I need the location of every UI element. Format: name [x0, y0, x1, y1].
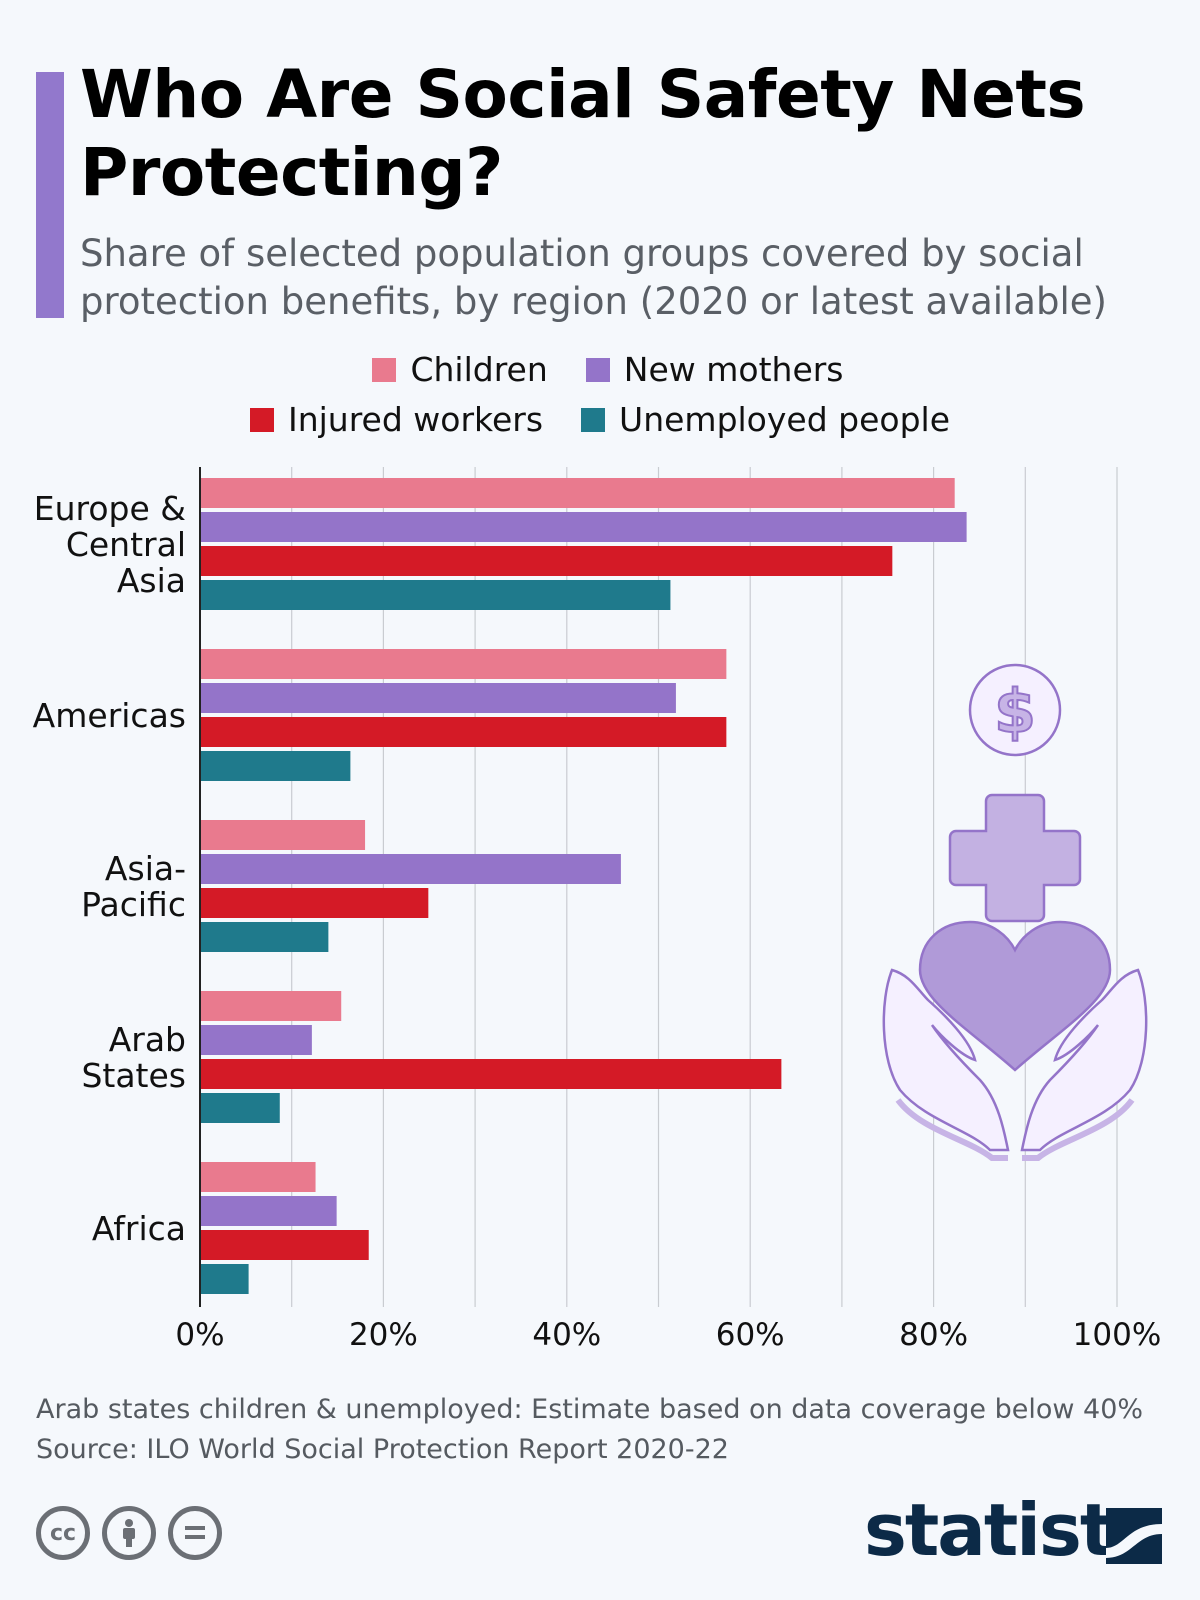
bar	[200, 512, 967, 542]
legend-label-unemployed: Unemployed people	[619, 400, 950, 439]
bar	[200, 1025, 312, 1055]
category-label: Africa	[92, 1209, 186, 1248]
legend-row-2: Injured workers Unemployed people	[0, 400, 1200, 439]
bar	[200, 717, 727, 747]
legend-label-new-mothers: New mothers	[623, 350, 844, 389]
decorative-icons: $	[882, 663, 1148, 1161]
legend-row-1: Children New mothers	[8, 350, 1200, 389]
bar	[200, 751, 351, 781]
bar	[200, 1059, 782, 1089]
x-tick-label: 80%	[899, 1317, 968, 1353]
bar	[200, 546, 893, 576]
category-label: Americas	[33, 696, 186, 735]
legend-swatch-unemployed	[581, 407, 606, 432]
bar	[200, 991, 342, 1021]
x-tick-label: 0%	[175, 1317, 224, 1353]
bar	[200, 854, 621, 884]
category-label: Pacific	[81, 885, 186, 924]
bar	[200, 1162, 316, 1192]
category-label: Asia-	[105, 849, 186, 888]
x-tick-label: 100%	[1073, 1317, 1162, 1353]
svg-text:$: $	[994, 677, 1036, 747]
bar	[200, 649, 727, 679]
accent-bar	[36, 72, 64, 318]
page-title: Who Are Social Safety Nets Protecting?	[80, 56, 1086, 211]
legend-swatch-injured-workers	[249, 407, 274, 432]
bar	[200, 888, 429, 918]
bar	[200, 820, 366, 850]
no-derivatives-icon[interactable]	[168, 1506, 222, 1560]
heart-in-hands-icon	[882, 920, 1148, 1161]
legend-item-unemployed: Unemployed people	[581, 400, 950, 439]
source-note: Source: ILO World Social Protection Repo…	[36, 1434, 729, 1465]
bar	[200, 1196, 337, 1226]
dollar-coin-icon: $	[968, 663, 1062, 757]
legend-swatch-new-mothers	[585, 357, 610, 382]
medical-cross-icon	[948, 793, 1082, 923]
x-tick-label: 40%	[532, 1317, 601, 1353]
category-label: Asia	[117, 561, 186, 600]
statista-logo-icon[interactable]	[1106, 1508, 1162, 1564]
license-icons: cc	[36, 1506, 222, 1560]
bar	[200, 580, 671, 610]
page-subtitle: Share of selected population groups cove…	[80, 232, 1107, 323]
bar	[200, 683, 676, 713]
footnote: Arab states children & unemployed: Estim…	[36, 1394, 1144, 1425]
bar	[200, 478, 955, 508]
legend-item-injured-workers: Injured workers	[249, 400, 544, 439]
category-label: States	[81, 1056, 186, 1095]
legend-item-children: Children	[372, 350, 548, 389]
legend-swatch-children	[372, 357, 397, 382]
category-label: Arab	[109, 1020, 186, 1059]
bar	[200, 922, 329, 952]
legend-label-children: Children	[410, 350, 548, 389]
category-label: Europe &	[34, 489, 186, 528]
cc-icon[interactable]: cc	[36, 1506, 90, 1560]
x-tick-label: 20%	[349, 1317, 418, 1353]
category-label: Central	[66, 525, 186, 564]
bar	[200, 1264, 249, 1294]
bar	[200, 1093, 280, 1123]
bar	[200, 1230, 369, 1260]
legend-label-injured-workers: Injured workers	[287, 400, 544, 439]
attribution-icon[interactable]	[102, 1506, 156, 1560]
legend-item-new-mothers: New mothers	[585, 350, 844, 389]
x-tick-label: 60%	[716, 1317, 785, 1353]
